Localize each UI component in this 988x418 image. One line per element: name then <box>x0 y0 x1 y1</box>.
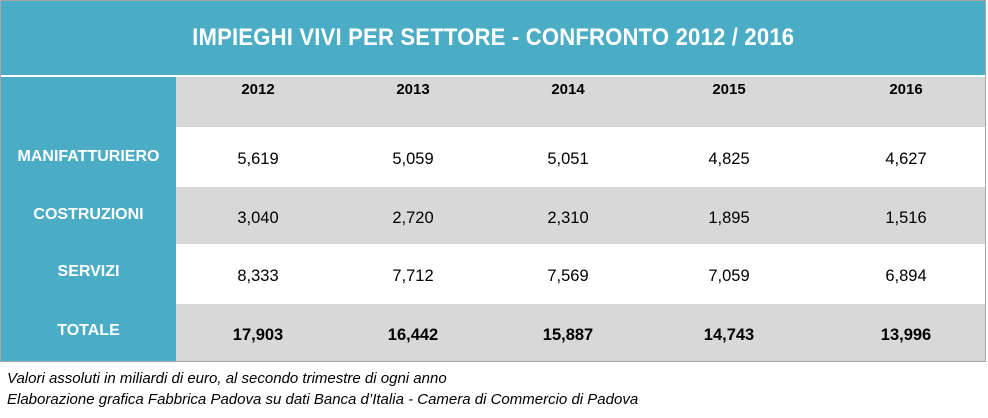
table-title-bar: IMPIEGHI VIVI PER SETTORE - CONFRONTO 20… <box>1 1 985 77</box>
row-band-costruzioni <box>176 187 985 244</box>
table-cell: 5,059 <box>392 150 434 168</box>
table-cell: 2,310 <box>547 209 589 227</box>
row-band-totale <box>176 304 985 361</box>
table-cell: 8,333 <box>237 267 279 285</box>
year-header-band <box>176 77 985 127</box>
table-cell: 7,569 <box>547 267 589 285</box>
table-cell: 7,712 <box>392 267 434 285</box>
table-cell-total: 15,887 <box>542 326 594 344</box>
table-cell-total: 17,903 <box>232 326 284 344</box>
data-table <box>0 0 986 362</box>
table-cell-total: 16,442 <box>387 326 439 344</box>
table-cell-total: 13,996 <box>880 326 932 344</box>
year-header-2016: 2016 <box>889 81 923 98</box>
footnote-units: Valori assoluti in miliardi di euro, al … <box>7 370 447 387</box>
table-cell: 5,619 <box>237 150 279 168</box>
row-label-totale: TOTALE <box>57 322 120 339</box>
row-label-manifatturiero: MANIFATTURIERO <box>17 148 160 165</box>
table-cell: 4,627 <box>885 150 927 168</box>
row-band-manifatturiero <box>176 127 985 187</box>
year-header-2012: 2012 <box>241 81 275 98</box>
table-cell: 4,825 <box>708 150 750 168</box>
row-band-servizi <box>176 244 985 304</box>
year-header-2014: 2014 <box>551 81 585 98</box>
year-header-2015: 2015 <box>712 81 746 98</box>
row-label-costruzioni: COSTRUZIONI <box>33 206 144 223</box>
footnote-source: Elaborazione grafica Fabbrica Padova su … <box>7 391 639 408</box>
table-cell: 1,516 <box>885 209 927 227</box>
row-label-servizi: SERVIZI <box>57 263 120 280</box>
table-cell: 5,051 <box>547 150 589 168</box>
row-labels-column: MANIFATTURIERO COSTRUZIONI SERVIZI TOTAL… <box>1 77 176 361</box>
table-cell-total: 14,743 <box>703 326 755 344</box>
year-header-2013: 2013 <box>396 81 430 98</box>
table-cell: 7,059 <box>708 267 750 285</box>
table-cell: 6,894 <box>885 267 927 285</box>
table-cell: 2,720 <box>392 209 434 227</box>
table-title: IMPIEGHI VIVI PER SETTORE - CONFRONTO 20… <box>191 24 795 51</box>
table-cell: 1,895 <box>708 209 750 227</box>
table-cell: 3,040 <box>237 209 279 227</box>
footnotes: Valori assoluti in miliardi di euro, al … <box>7 368 638 410</box>
